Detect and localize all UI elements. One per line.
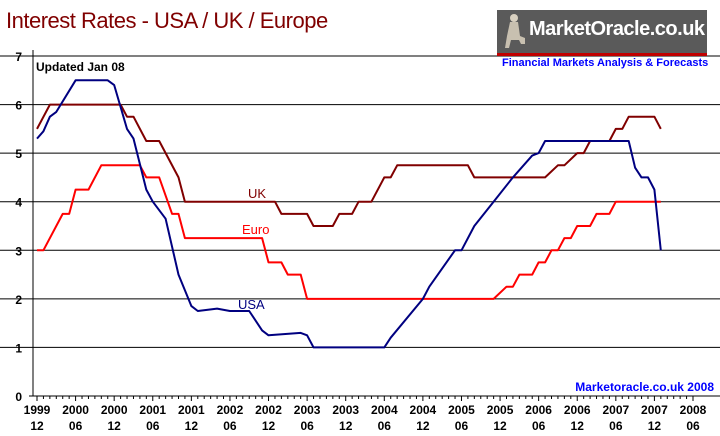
y-tick-label: 1: [15, 341, 22, 355]
x-tick-month: 06: [300, 419, 314, 433]
x-tick-year: 2003: [332, 403, 359, 417]
x-tick-year: 2005: [448, 403, 475, 417]
y-tick-label: 4: [15, 196, 22, 210]
x-tick-year: 2004: [410, 403, 437, 417]
logo-tagline: Financial Markets Analysis & Forecasts: [502, 57, 709, 69]
x-tick-month: 12: [262, 419, 276, 433]
series-line-usa: [36, 79, 662, 349]
series-label-usa: USA: [238, 297, 265, 312]
x-tick-month: 06: [146, 419, 160, 433]
x-tick-year: 2006: [525, 403, 552, 417]
x-tick-month: 06: [455, 419, 469, 433]
x-tick-year: 2001: [178, 403, 205, 417]
x-tick-month: 06: [223, 419, 237, 433]
x-tick-month: 06: [378, 419, 392, 433]
thinker-statue-icon: [505, 14, 525, 48]
y-tick-label: 2: [15, 293, 22, 307]
x-tick-month: 12: [571, 419, 585, 433]
chart-title: Interest Rates - USA / UK / Europe: [6, 8, 328, 33]
x-tick-month: 12: [107, 419, 121, 433]
x-tick-month: 12: [185, 419, 199, 433]
series-label-uk: UK: [248, 186, 266, 201]
x-tick-year: 2007: [602, 403, 629, 417]
x-tick-month: 06: [69, 419, 83, 433]
x-tick-year: 2006: [564, 403, 591, 417]
marketoracle-logo: MarketOracle.co.uk: [497, 10, 707, 56]
y-tick-label: 5: [15, 147, 22, 161]
x-tick-year: 2002: [255, 403, 282, 417]
x-tick-month: 12: [648, 419, 662, 433]
updated-annotation: Updated Jan 08: [36, 60, 125, 74]
x-tick-year: 2003: [294, 403, 321, 417]
y-tick-label: 3: [15, 244, 22, 258]
x-tick-year: 1999: [24, 403, 51, 417]
x-tick-year: 2000: [62, 403, 89, 417]
credit-text: Marketoracle.co.uk 2008: [575, 380, 714, 394]
x-tick-year: 2004: [371, 403, 398, 417]
x-tick-year: 2000: [101, 403, 128, 417]
y-tick-label: 7: [15, 50, 22, 64]
logo-text: MarketOracle.co.uk: [529, 18, 705, 40]
x-tick-year: 2007: [641, 403, 668, 417]
x-tick-month: 12: [30, 419, 44, 433]
series-line-euro: [37, 164, 661, 300]
x-tick-year: 2008: [680, 403, 707, 417]
series-label-euro: Euro: [242, 222, 269, 237]
x-tick-month: 06: [686, 419, 700, 433]
x-tick-month: 12: [339, 419, 353, 433]
x-tick-month: 12: [416, 419, 430, 433]
x-tick-year: 2002: [217, 403, 244, 417]
y-tick-label: 6: [15, 99, 22, 113]
x-tick-month: 06: [532, 419, 546, 433]
x-tick-month: 06: [609, 419, 623, 433]
x-tick-month: 12: [493, 419, 507, 433]
y-tick-label: 0: [15, 390, 22, 404]
x-tick-year: 2001: [139, 403, 166, 417]
x-tick-year: 2005: [487, 403, 514, 417]
